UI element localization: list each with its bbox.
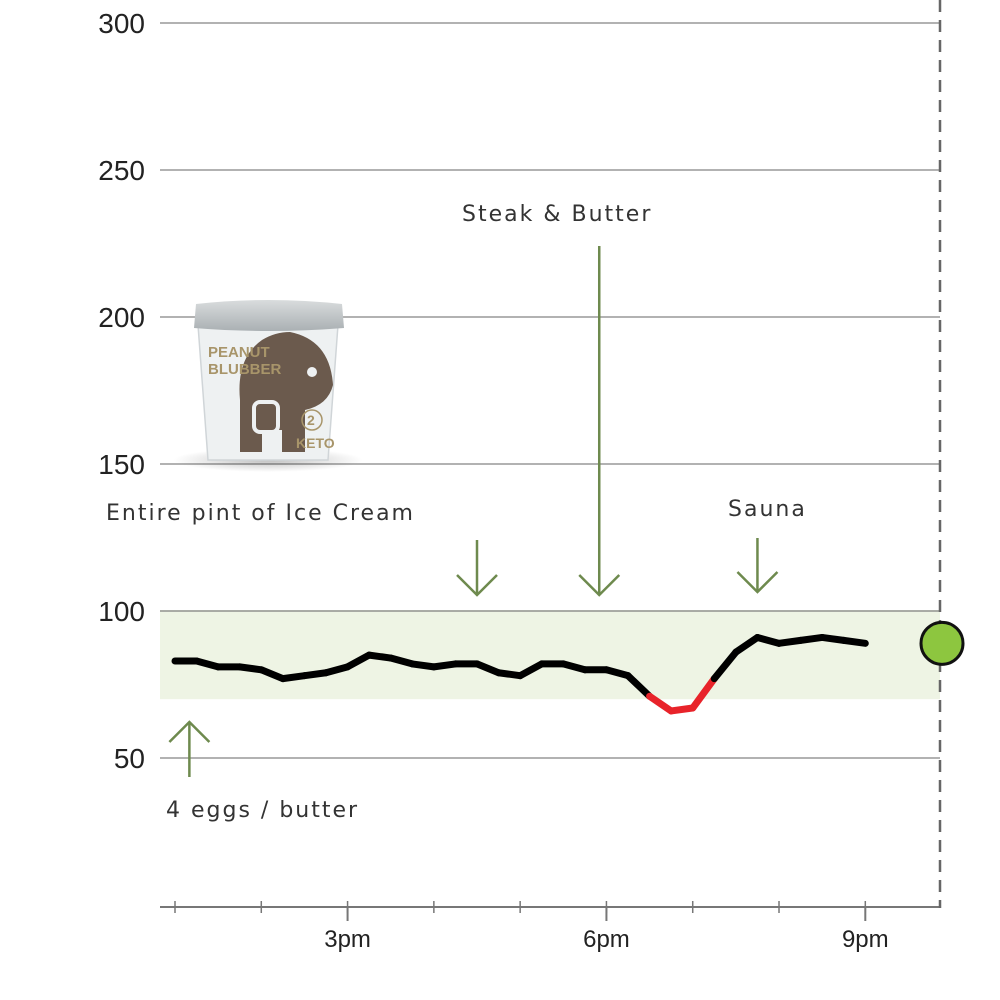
series-segment — [257, 666, 287, 683]
series-segment — [797, 633, 826, 644]
y-tick-label-150: 150 — [98, 449, 145, 480]
target-range-band — [160, 610, 940, 700]
series-segment — [559, 660, 589, 674]
annotation-label: 4 eggs / butter — [166, 798, 359, 823]
x-axis: 3pm 6pm 9pm — [160, 901, 940, 953]
pint-brand-line1: PEANUT — [208, 344, 270, 361]
series-segment-low — [646, 692, 675, 715]
series-segment — [840, 636, 869, 647]
y-tick-label-100: 100 — [98, 596, 145, 627]
annotation-label: Steak & Butter — [462, 202, 652, 227]
series-segment — [365, 651, 395, 662]
series-segment — [624, 672, 654, 700]
current-value-marker — [919, 620, 965, 666]
ice-cream-pint-image: PEANUT BLUBBER 2 KETO — [173, 300, 363, 472]
series-segment — [408, 660, 438, 671]
y-tick-label-50: 50 — [114, 743, 145, 774]
series-segment — [710, 648, 740, 683]
x-tick-label-3pm: 3pm — [324, 926, 371, 953]
series-segment — [300, 669, 330, 680]
annotation-label: Sauna — [728, 497, 807, 522]
y-tick-label-300: 300 — [98, 8, 145, 39]
series-segment — [279, 672, 308, 683]
series-segment — [430, 660, 459, 671]
series-segment — [236, 663, 265, 674]
series-segment — [516, 660, 546, 680]
annotation-arrow-head — [456, 574, 498, 597]
pint-keto-badge: KETO — [296, 435, 335, 451]
glucose-series — [171, 620, 965, 715]
series-segment-low — [689, 675, 718, 712]
annotation-arrow-head — [736, 571, 779, 594]
series-segment-low — [667, 704, 697, 715]
series-segment — [473, 660, 503, 677]
series-segment — [753, 633, 783, 647]
pint-brand-line2: BLUBBER — [208, 361, 281, 378]
series-segment — [495, 669, 524, 680]
y-tick-label-250: 250 — [98, 155, 145, 186]
pint-net-carbs: 2 — [307, 412, 315, 428]
y-tick-label-200: 200 — [98, 302, 145, 333]
series-segment — [322, 663, 352, 677]
annotation-arrow-head — [578, 574, 621, 597]
x-tick-label-6pm: 6pm — [583, 926, 630, 953]
x-tick-label-9pm: 9pm — [842, 926, 889, 953]
series-segment — [344, 651, 373, 671]
annotation-arrow-head — [168, 720, 211, 743]
series-segment — [193, 657, 222, 671]
series-segment — [818, 633, 848, 644]
annotations: 4 eggs / butter Entire pint of Ice Cream S… — [106, 202, 807, 823]
y-axis-ticks: 50 100 150 200 250 300 — [98, 8, 145, 774]
series-segment — [775, 636, 805, 647]
annotation-label: Entire pint of Ice Cream — [106, 501, 415, 526]
target-range-fill — [160, 611, 940, 700]
series-segment — [732, 633, 761, 656]
series-segment — [387, 654, 416, 668]
series-segment — [602, 666, 632, 680]
